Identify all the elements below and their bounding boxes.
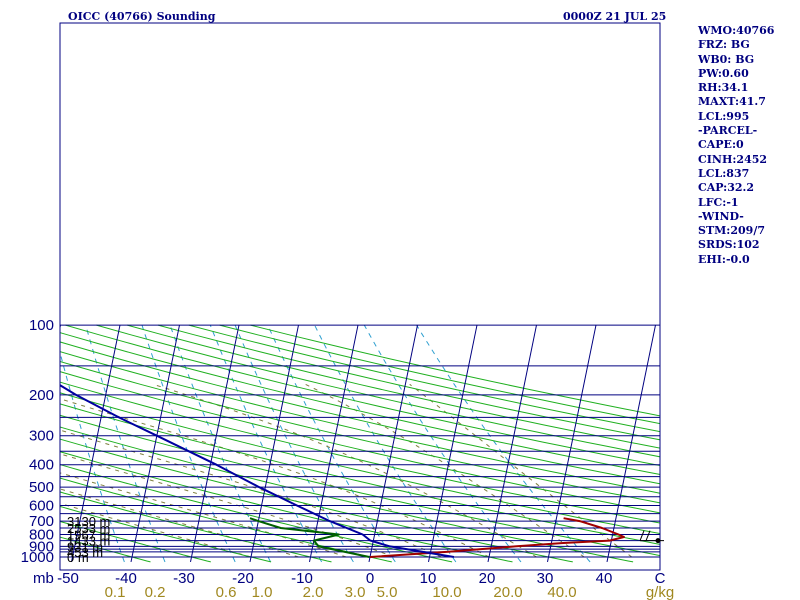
stat-line: -WIND-: [698, 210, 774, 224]
mixing-ratio-label: 5.0: [377, 584, 398, 600]
dry-adiabat: [4, 325, 800, 562]
plot-frame: [60, 23, 660, 570]
mixing-ratio-label: 10.0: [432, 584, 461, 600]
mixing-ratio-label: 0.1: [105, 584, 126, 600]
dry-adiabat: [35, 325, 800, 562]
temperature-line: [370, 518, 624, 557]
pressure-tick-label: 300: [29, 428, 54, 445]
stat-line: LFC:-1: [698, 196, 774, 210]
pressure-tick-label: 200: [29, 387, 54, 404]
mixing-ratio-label: 0.2: [145, 584, 166, 600]
temperature-tick-label: -30: [173, 570, 195, 587]
isotherm-line: [607, 325, 656, 562]
pressure-tick-label: 400: [29, 457, 54, 474]
mixing-ratio-label: 1.0: [252, 584, 273, 600]
mixing-ratio-label: 40.0: [547, 584, 576, 600]
wind-barb-station: [656, 538, 661, 543]
dry-adiabat: [66, 325, 800, 562]
moist-adiabat: [410, 384, 632, 557]
chart-title: OICC (40766) Sounding: [68, 10, 215, 23]
mixing-ratio-label: 3.0: [345, 584, 366, 600]
stat-line: EHI:-0.0: [698, 253, 774, 267]
isotherm-line: [428, 325, 477, 562]
stat-line: PW:0.60: [698, 67, 774, 81]
dewpoint-line: [250, 518, 369, 557]
mixing-ratio-label: 2.0: [303, 584, 324, 600]
isotherm-line: [190, 325, 239, 562]
stat-line: RH:34.1: [698, 81, 774, 95]
temperature-tick-label: 0: [366, 570, 374, 587]
stat-line: SRDS:102: [698, 238, 774, 252]
stat-line: MAXT:41.7: [698, 95, 774, 109]
isotherms: [0, 325, 775, 562]
mixing-ratio-line: [142, 325, 235, 562]
stat-line: STM:209/7: [698, 224, 774, 238]
stat-line: WMO:40766: [698, 24, 774, 38]
stat-line: CAP:32.2: [698, 181, 774, 195]
isotherm-line: [547, 325, 596, 562]
stat-line: LCL:837: [698, 167, 774, 181]
stat-line: CINH:2452: [698, 153, 774, 167]
wind-barb-flag: [640, 531, 644, 541]
stat-line: -PARCEL-: [698, 124, 774, 138]
mixing-ratio-label: 0.6: [216, 584, 237, 600]
y-axis-label: mb: [33, 570, 54, 587]
wind-barb-flag: [646, 531, 650, 541]
mixing-ratio-line: [417, 325, 590, 562]
pressure-tick-label: 500: [29, 479, 54, 496]
dry-adiabat: [96, 325, 800, 562]
moist-adiabat: [305, 384, 584, 557]
stat-line: CAPE:0: [698, 138, 774, 152]
axis-labels: 10020030040050060070080090010003130 m253…: [21, 317, 675, 600]
sounding-datetime: 0000Z 21 JUL 25: [563, 10, 666, 23]
height-label: 0 m: [67, 550, 89, 565]
dry-adiabat: [158, 325, 800, 562]
pressure-tick-label: 100: [29, 317, 54, 334]
dry-adiabats: [0, 325, 800, 562]
temperature-tick-label: 40: [596, 570, 613, 587]
mixing-ratio-label: g/kg: [646, 584, 674, 600]
mixing-ratio-label: 20.0: [493, 584, 522, 600]
temperature-tick-label: -50: [57, 570, 79, 587]
stat-line: WB0: BG: [698, 53, 774, 67]
isotherm-line: [726, 325, 775, 562]
isotherm-line: [666, 325, 715, 562]
pressure-tick-label: 600: [29, 498, 54, 515]
isotherm-line: [0, 325, 1, 562]
pressure-tick-label: 1000: [21, 549, 54, 566]
stats-panel: WMO:40766 FRZ: BG WB0: BG PW:0.60 RH:34.1 MAX…: [698, 24, 774, 267]
dry-adiabat: [189, 325, 800, 562]
stat-line: LCL:995: [698, 110, 774, 124]
mixing-ratio-line: [364, 325, 521, 562]
stat-line: FRZ: BG: [698, 38, 774, 52]
